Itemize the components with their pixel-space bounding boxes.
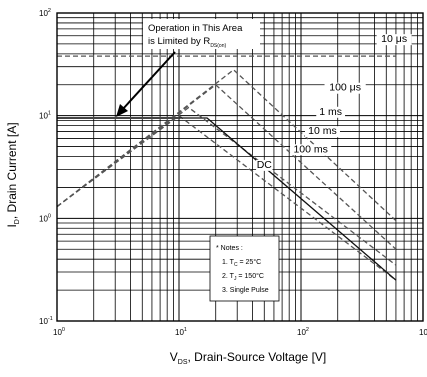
curve-label-bg-dc bbox=[256, 159, 273, 171]
notes-title: * Notes : bbox=[216, 245, 243, 252]
rds-on-annotation: Operation in This Area is Limited by RDS… bbox=[116, 19, 260, 117]
curve-label-10us: 10 μs bbox=[381, 33, 407, 45]
note-item-3: 3. Single Pulse bbox=[222, 287, 269, 294]
x-axis-title: VDS, Drain-Source Voltage [V] bbox=[170, 350, 327, 366]
soa-curve-10ms bbox=[56, 106, 397, 266]
y-tick-labels: 10-1 100 101 102 bbox=[39, 8, 53, 326]
curve-label-bg-10ms bbox=[304, 126, 340, 138]
x-tick-label: 103 bbox=[419, 327, 427, 337]
curve-label-1ms: 1 ms bbox=[319, 106, 342, 118]
note-item-1: 1. TC = 25°C bbox=[222, 258, 261, 268]
curve-label-100ms: 100 ms bbox=[293, 143, 327, 155]
plot-frame bbox=[56, 12, 424, 322]
y-axis-title: ID, Drain Current [A] bbox=[5, 122, 21, 227]
x-tick-label: 101 bbox=[175, 327, 187, 337]
y-tick-label: 10-1 bbox=[39, 316, 53, 326]
annotation-arrow-line bbox=[121, 51, 176, 111]
curve-label-10ms: 10 ms bbox=[308, 125, 337, 137]
soa-curve-1ms bbox=[56, 83, 397, 250]
annotation-line1: Operation in This Area bbox=[148, 23, 243, 34]
curve-label-100us: 100 μs bbox=[329, 82, 361, 94]
notes-background bbox=[209, 235, 280, 302]
x-tick-label: 102 bbox=[297, 327, 309, 337]
soa-curve-100ms bbox=[56, 114, 397, 281]
note-item-2: 2. TJ = 150°C bbox=[222, 272, 264, 282]
x-tick-labels: 100 101 102 103 bbox=[53, 327, 427, 337]
notes-box: * Notes : 1. TC = 25°C 2. TJ = 150°C 3. … bbox=[209, 235, 280, 302]
y-tick-label: 100 bbox=[39, 213, 51, 223]
curve-label-dc: DC bbox=[257, 159, 273, 171]
annotation-background bbox=[143, 19, 260, 49]
curve-layer bbox=[56, 55, 397, 281]
curve-label-bg-1ms bbox=[316, 106, 346, 118]
y-tick-label: 102 bbox=[39, 8, 51, 18]
annotation-line2: is Limited by RDS(on) bbox=[148, 36, 226, 49]
curve-label-bg-100ms bbox=[290, 144, 332, 156]
curve-label-bg-100us bbox=[324, 82, 366, 94]
label-layer: 10 μs 100 μs 1 ms 10 ms 100 ms DC bbox=[256, 33, 412, 171]
curve-label-bg-10us bbox=[376, 34, 412, 46]
annotation-arrow-head bbox=[116, 104, 128, 117]
y-tick-label: 101 bbox=[39, 111, 51, 121]
x-tick-label: 100 bbox=[53, 327, 65, 337]
